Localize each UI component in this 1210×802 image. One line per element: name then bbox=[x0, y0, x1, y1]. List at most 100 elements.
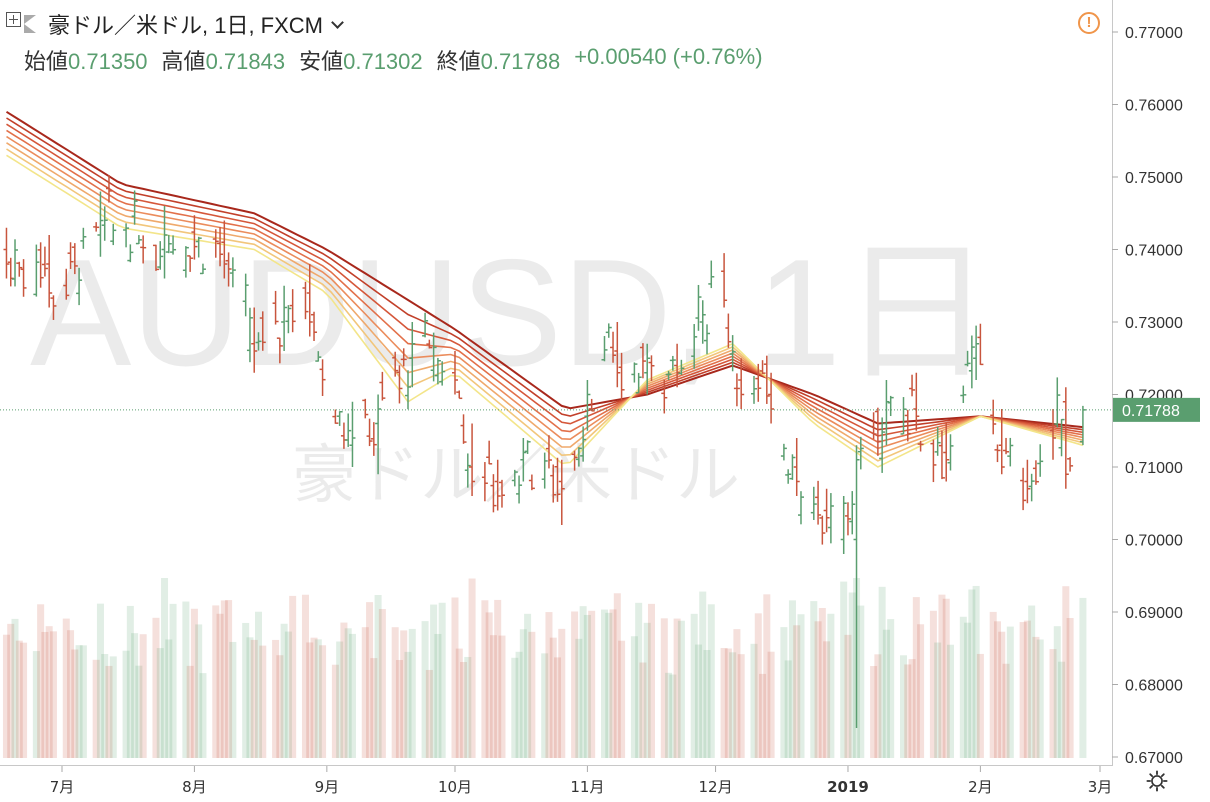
volume-bar bbox=[165, 639, 173, 758]
volume-bar bbox=[767, 651, 775, 758]
volume-bar bbox=[75, 645, 83, 758]
volume-bar bbox=[310, 637, 318, 758]
volume-bar bbox=[609, 609, 617, 758]
ohlc-bar bbox=[71, 243, 78, 275]
volume-bar bbox=[152, 617, 160, 758]
volume-bar bbox=[750, 643, 758, 758]
volume-bar bbox=[225, 600, 233, 758]
ohlc-bar bbox=[97, 191, 104, 257]
volume-bar bbox=[814, 621, 822, 758]
volume-bar bbox=[588, 610, 596, 758]
ohlc-bar bbox=[229, 257, 236, 288]
ohlc-bar bbox=[110, 223, 117, 246]
last-price-value: 0.71788 bbox=[1122, 403, 1180, 420]
ma-line bbox=[6, 142, 1084, 456]
ohlc-bar bbox=[729, 335, 736, 372]
time-axis: 7月 8月 9月 10月 11月 12月 2019 2月 3月 bbox=[50, 766, 1112, 796]
ohlc-bar bbox=[1003, 437, 1010, 455]
volume-bar bbox=[229, 641, 237, 758]
flag-icon[interactable] bbox=[24, 15, 36, 33]
chevron-down-icon[interactable] bbox=[331, 15, 344, 29]
volume-bar bbox=[272, 639, 280, 758]
volume-bar bbox=[788, 600, 796, 758]
ohlc-bar bbox=[195, 236, 202, 258]
ohlc-bar bbox=[704, 324, 711, 355]
watermark-description: 豪ドル／米ドル bbox=[292, 439, 740, 513]
ohlc-bar bbox=[50, 295, 57, 320]
volume-bar bbox=[331, 664, 339, 758]
price-tick-label: 0.76000 bbox=[1125, 98, 1183, 115]
ohlc-bar bbox=[460, 414, 467, 444]
ohlc-bar bbox=[302, 281, 309, 320]
ohlc-bar bbox=[708, 260, 715, 289]
ohlc-bar bbox=[610, 331, 617, 363]
ohlc-bar bbox=[524, 440, 531, 454]
volume-bar bbox=[430, 604, 438, 758]
time-tick-label: 9月 bbox=[315, 778, 340, 796]
volume-bar bbox=[763, 594, 771, 758]
ohlc-bar bbox=[1020, 467, 1027, 511]
volume-bar bbox=[400, 630, 408, 758]
volume-bar bbox=[720, 648, 728, 758]
ohlc-bar bbox=[80, 227, 87, 249]
volume-bar bbox=[673, 618, 681, 758]
ohlc-bar bbox=[345, 413, 352, 447]
volume-bar bbox=[938, 594, 946, 758]
volume-bar bbox=[549, 637, 557, 758]
ohlc-bar bbox=[528, 474, 535, 491]
ohlc-bar bbox=[887, 395, 894, 417]
volume-bar bbox=[694, 644, 702, 758]
ohlc-bar bbox=[464, 453, 471, 488]
volume-bar bbox=[276, 655, 284, 758]
ohlc-bar bbox=[580, 426, 587, 462]
ohlc-bar bbox=[187, 255, 194, 272]
volume-bar bbox=[541, 653, 549, 758]
expand-icon[interactable] bbox=[6, 12, 21, 27]
price-tick-label: 0.67000 bbox=[1125, 750, 1183, 767]
ohlc-bar bbox=[968, 335, 975, 389]
volume-bar bbox=[1023, 620, 1031, 758]
ohlc-bar bbox=[695, 284, 702, 331]
volume-bar bbox=[1062, 586, 1070, 758]
alert-icon[interactable]: ! bbox=[1078, 12, 1100, 34]
ohlc-bar bbox=[311, 311, 318, 342]
volume-bar bbox=[314, 639, 322, 758]
volume-bar bbox=[15, 640, 23, 758]
ohlc-bar bbox=[63, 268, 70, 300]
volume-bar bbox=[7, 623, 15, 758]
symbol-title[interactable]: 豪ドル／米ドル, 1日, FXCM bbox=[48, 13, 324, 38]
ohlc-bar bbox=[37, 242, 44, 288]
volume-bar bbox=[878, 586, 886, 758]
volume-bar bbox=[1036, 639, 1044, 758]
volume-bar bbox=[1079, 597, 1087, 758]
ohlc-bar bbox=[721, 253, 728, 308]
volume-bar bbox=[874, 654, 882, 758]
time-tick-label: 12月 bbox=[699, 778, 733, 796]
ohlc-bar bbox=[883, 380, 890, 446]
gear-icon[interactable] bbox=[1146, 770, 1168, 792]
volume-bar bbox=[340, 622, 348, 758]
ohlc-bar bbox=[558, 459, 565, 525]
volume-bar bbox=[464, 656, 472, 758]
ohlc-bar bbox=[7, 257, 14, 287]
ohlc-bar bbox=[41, 246, 48, 277]
ohlc-bar bbox=[751, 376, 757, 404]
volume-bar bbox=[647, 603, 655, 758]
ohlc-bar bbox=[669, 355, 676, 371]
ohlc-bar bbox=[661, 379, 668, 414]
ohlc-bar bbox=[601, 336, 608, 362]
price-tick-label: 0.70000 bbox=[1125, 533, 1183, 550]
volume-bar bbox=[92, 659, 100, 758]
ohlc-bar bbox=[370, 422, 377, 456]
volume-bar bbox=[348, 633, 356, 758]
volume-bar bbox=[190, 608, 198, 758]
volume-bar bbox=[754, 613, 762, 758]
volume-bar bbox=[259, 645, 267, 758]
volume-bar bbox=[122, 650, 130, 758]
low-value: 0.71302 bbox=[343, 49, 423, 74]
ohlc-bar bbox=[554, 457, 561, 502]
volume-bar bbox=[519, 629, 527, 758]
ohlc-bar bbox=[123, 223, 130, 248]
volume-bar bbox=[156, 648, 164, 758]
